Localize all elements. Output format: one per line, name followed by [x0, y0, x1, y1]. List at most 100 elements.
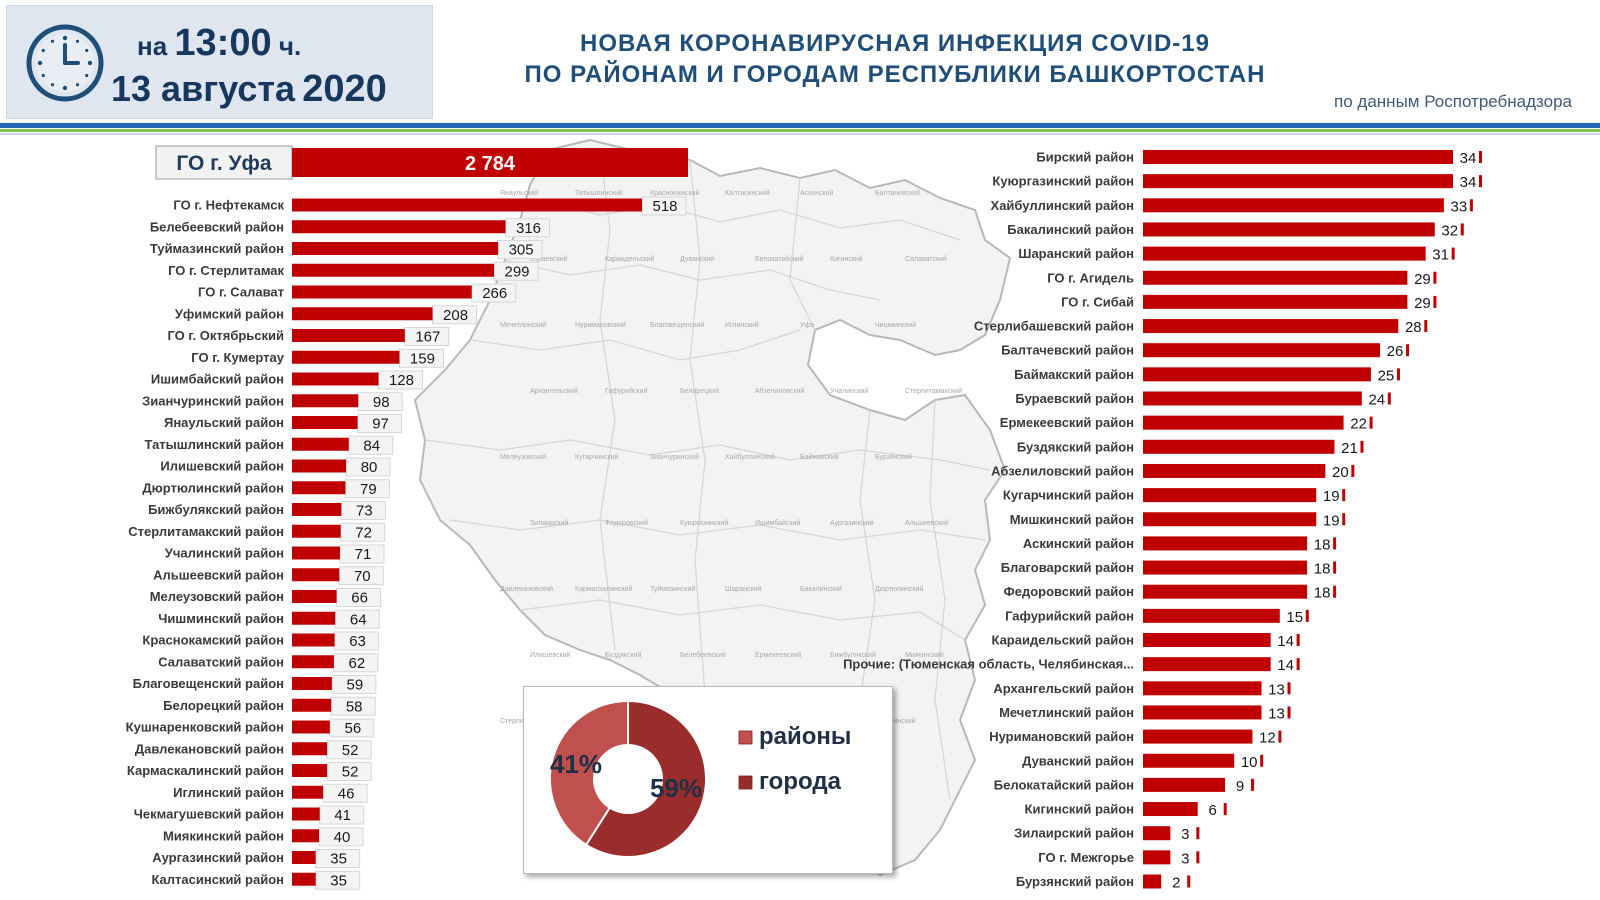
bar-value-label: 3	[1181, 850, 1189, 867]
bar-end-tick	[1360, 440, 1364, 453]
bar-category-label: Федоровский район	[1004, 584, 1134, 599]
bar-value-label: 18	[1314, 585, 1331, 602]
bar-end-tick	[1342, 489, 1346, 502]
bar	[292, 437, 349, 451]
bar	[292, 198, 642, 212]
bar-value-label: 518	[652, 198, 677, 215]
bar	[292, 568, 340, 582]
map-label: Благовещенский	[650, 321, 704, 329]
bar-value-label: 62	[349, 655, 366, 672]
bar-category-label: Альшеевский район	[153, 567, 284, 582]
bar	[292, 785, 324, 799]
bar-end-tick	[1187, 875, 1191, 888]
bar-end-tick	[1479, 175, 1482, 188]
bar	[292, 764, 328, 777]
pie-value-label: 41%	[550, 749, 602, 779]
legend-label: районы	[759, 723, 851, 750]
map-label: Кигинский	[830, 255, 863, 263]
bar-category-label: Татышлинский район	[144, 437, 284, 452]
highlight-bar	[292, 148, 688, 177]
bar-category-label: Калтасинский район	[151, 872, 284, 887]
bar	[292, 220, 506, 234]
bar-end-tick	[1460, 223, 1464, 236]
bar	[292, 742, 328, 756]
header-divider-blue	[0, 123, 1600, 128]
map-label: Дюртюлинский	[875, 585, 923, 593]
bar-category-label: Кигинский район	[1025, 802, 1134, 817]
map-label: Балтачевский	[875, 189, 920, 197]
highlight-label: ГО г. Уфа	[176, 152, 272, 175]
map-label: Бураевский	[530, 255, 568, 263]
map-label: Аургазинский	[830, 519, 874, 527]
bar	[1143, 294, 1408, 309]
bar-value-label: 46	[338, 785, 355, 802]
bar-end-tick	[1433, 295, 1437, 308]
bar-category-label: Кармаскалинский район	[127, 763, 284, 778]
bar-value-label: 52	[342, 742, 359, 759]
bar	[1143, 463, 1326, 478]
bar-category-label: Кушнаренковский район	[126, 720, 284, 735]
bar-category-label: Ермекеевский район	[1000, 415, 1134, 430]
bar-value-label: 64	[350, 611, 367, 628]
bar-category-label: Бижбулякский район	[148, 502, 284, 517]
bar-value-label: 128	[389, 372, 414, 389]
bar-value-label: 18	[1314, 536, 1331, 553]
map-label: Бурзянский	[875, 453, 912, 461]
bar-end-tick	[1433, 271, 1437, 284]
bar	[1143, 367, 1371, 382]
bar	[1143, 753, 1235, 768]
map-label: Белорецкий	[680, 387, 719, 395]
bar-value-label: 14	[1277, 657, 1294, 674]
map-label: Хайбуллинский	[725, 453, 775, 461]
bar	[1143, 174, 1453, 189]
bar	[292, 350, 400, 364]
bar-value-label: 14	[1277, 633, 1294, 650]
bar-category-label: Бурзянский район	[1016, 874, 1134, 889]
bar-category-label: Бураевский район	[1015, 391, 1134, 406]
bar-value-label: 34	[1460, 150, 1477, 167]
bar	[292, 546, 340, 560]
bar-category-label: Янаульский район	[164, 415, 284, 430]
bar-category-label: Чишминский район	[158, 611, 284, 626]
map-label: Кугарчинский	[575, 453, 619, 461]
bar-category-label: Нуримановский район	[989, 729, 1134, 744]
bar-category-label: Дуванский район	[1022, 753, 1134, 768]
bar-value-label: 59	[347, 677, 364, 694]
bar-category-label: Белебеевский район	[150, 219, 284, 234]
bar-category-label: ГО г. Кумертау	[191, 350, 284, 365]
bar-category-label: Баймакский район	[1014, 367, 1134, 382]
bar	[292, 590, 337, 603]
highlight-value-label: 2 784	[465, 153, 516, 175]
bar	[1143, 222, 1435, 237]
bar-category-label: Чекмагушевский район	[134, 807, 284, 822]
bar-value-label: 79	[360, 481, 377, 498]
bar-category-label: ГО г. Межгорье	[1038, 850, 1134, 865]
highlight-label-box	[155, 145, 293, 180]
time-suffix: ч.	[278, 31, 302, 61]
bar	[1143, 608, 1280, 623]
bar-value-label: 19	[1323, 488, 1340, 505]
bar-value-label: 6	[1209, 802, 1217, 819]
report-date: 13 августа 2020	[111, 68, 387, 111]
map-label: Уфа	[800, 322, 814, 329]
map-label: Туймазинский	[650, 585, 695, 593]
bar	[1143, 729, 1253, 744]
map-label: Бакалинский	[800, 585, 842, 593]
map-label: Ишимбайский	[755, 519, 800, 527]
bar	[1143, 439, 1335, 454]
bar-value-label: 12	[1259, 730, 1276, 747]
bar-value-label: 316	[516, 220, 541, 237]
bar	[292, 372, 379, 386]
legend-label: города	[759, 768, 842, 795]
bar-end-tick	[1351, 464, 1355, 477]
map-label: Миякинский	[905, 651, 944, 659]
bar-end-tick	[1260, 754, 1264, 767]
map-label: Кармаскалинский	[575, 585, 633, 593]
bar-value-label: 58	[346, 698, 363, 715]
bar-end-tick	[1424, 320, 1428, 333]
bar	[292, 829, 320, 843]
bar-category-label: Благовещенский район	[133, 676, 284, 691]
left-bar-series: ГО г. Уфа 2 784 ГО г. Нефтекамск 518 Белебее…	[126, 145, 688, 890]
bar	[292, 677, 332, 690]
bar-value-label: 13	[1268, 705, 1285, 722]
